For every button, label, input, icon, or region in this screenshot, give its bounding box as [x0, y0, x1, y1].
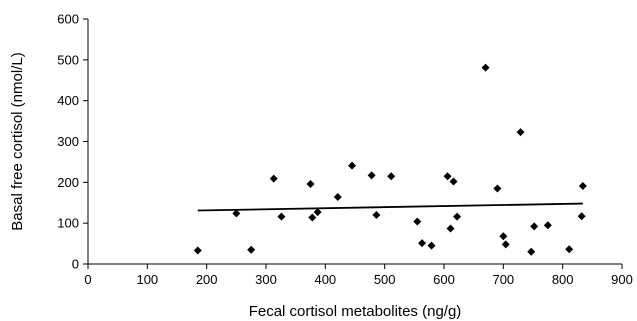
data-point [232, 209, 241, 218]
data-point [427, 241, 436, 250]
x-tick-label: 0 [84, 272, 91, 287]
data-point [418, 239, 427, 248]
data-point [247, 245, 256, 254]
data-point [501, 240, 510, 249]
data-point [449, 177, 458, 186]
data-point [413, 217, 422, 226]
data-point [527, 247, 536, 256]
data-point [443, 172, 452, 181]
x-axis-title: Fecal cortisol metabolites (ng/g) [249, 303, 462, 320]
x-tick-label: 400 [314, 272, 336, 287]
data-point [453, 212, 462, 221]
trendline-layer [197, 202, 583, 212]
y-tick-label: 0 [72, 257, 79, 272]
x-axis-ticks: 0 100 200 300 400 500 600 700 800 900 [84, 264, 633, 287]
y-tick-label: 300 [57, 134, 79, 149]
y-tick-label: 200 [57, 175, 79, 190]
y-tick-label: 400 [57, 93, 79, 108]
data-point [306, 179, 315, 188]
data-point [481, 63, 490, 72]
y-axis-ticks: 0 100 200 300 400 500 600 [57, 12, 88, 272]
data-point [577, 212, 586, 221]
x-tick-label: 300 [255, 272, 277, 287]
y-tick-label: 500 [57, 52, 79, 67]
data-point [367, 171, 376, 180]
data-point [516, 128, 525, 137]
y-tick-label: 100 [57, 216, 79, 231]
data-point [493, 184, 502, 193]
y-tick-label: 600 [57, 12, 79, 27]
data-point [193, 246, 202, 255]
x-tick-label: 100 [136, 272, 158, 287]
data-point [543, 221, 552, 230]
data-point [578, 182, 587, 191]
data-point [499, 232, 508, 241]
data-point [269, 174, 278, 183]
data-point [333, 193, 342, 202]
trendline [197, 202, 583, 212]
data-point [565, 245, 574, 254]
x-tick-label: 900 [611, 272, 633, 287]
axes [87, 19, 622, 265]
data-point [372, 211, 381, 219]
data-points [193, 63, 587, 256]
data-point [530, 222, 539, 231]
x-tick-label: 700 [492, 272, 514, 287]
data-point [446, 224, 455, 233]
data-point [313, 208, 322, 217]
x-tick-label: 500 [374, 272, 396, 287]
x-tick-label: 200 [196, 272, 218, 287]
y-axis-title: Basal free cortisol (nmol/L) [9, 52, 26, 230]
data-point [308, 213, 317, 222]
x-tick-label: 600 [433, 272, 455, 287]
data-point [277, 212, 286, 221]
x-tick-label: 800 [552, 272, 574, 287]
data-point [387, 172, 396, 181]
data-point [348, 161, 357, 170]
